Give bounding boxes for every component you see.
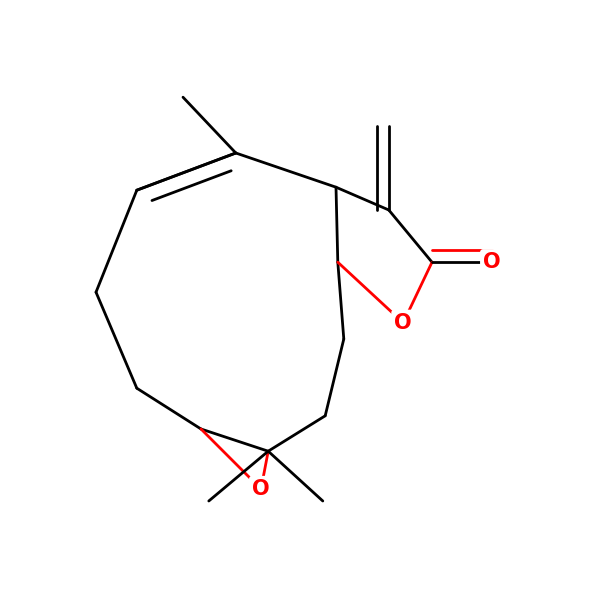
Text: O: O [252,479,270,499]
Text: O: O [483,252,501,272]
Text: O: O [394,313,412,333]
